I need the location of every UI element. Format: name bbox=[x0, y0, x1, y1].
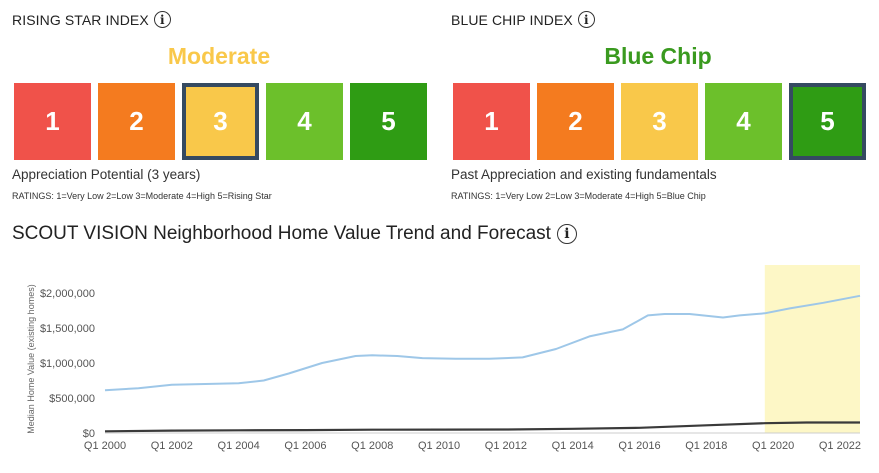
rising-star-rating-box-5[interactable]: 5 bbox=[350, 83, 427, 160]
blue-chip-ratings-legend: RATINGS: 1=Very Low 2=Low 3=Moderate 4=H… bbox=[451, 191, 706, 201]
rising-star-caption: Appreciation Potential (3 years) bbox=[12, 167, 201, 182]
x-tick-label: Q1 2020 bbox=[752, 440, 794, 452]
rising-star-ratings-legend: RATINGS: 1=Very Low 2=Low 3=Moderate 4=H… bbox=[12, 191, 272, 201]
blue-chip-title: BLUE CHIP INDEX i bbox=[451, 11, 595, 28]
rising-star-rating-box-3[interactable]: 3 bbox=[182, 83, 259, 160]
x-tick-label: Q1 2000 bbox=[84, 440, 126, 452]
trend-title-text: SCOUT VISION Neighborhood Home Value Tre… bbox=[12, 223, 551, 244]
blue-chip-title-text: BLUE CHIP INDEX bbox=[451, 11, 573, 28]
secondary-line bbox=[104, 421, 860, 433]
info-icon[interactable]: i bbox=[153, 11, 171, 28]
rising-star-title-text: RISING STAR INDEX bbox=[12, 11, 149, 28]
info-icon[interactable]: i bbox=[556, 224, 577, 244]
y-tick-label: $0 bbox=[83, 428, 95, 440]
blue-chip-caption: Past Appreciation and existing fundament… bbox=[451, 167, 717, 182]
x-tick-label: Q1 2008 bbox=[351, 440, 393, 452]
x-tick-label: Q1 2010 bbox=[418, 440, 460, 452]
rising-star-title: RISING STAR INDEX i bbox=[12, 11, 171, 28]
x-tick-label: Q1 2022 bbox=[819, 440, 861, 452]
x-tick-label: Q1 2002 bbox=[151, 440, 193, 452]
blue-chip-rating-box-3[interactable]: 3 bbox=[621, 83, 698, 160]
x-tick-label: Q1 2018 bbox=[685, 440, 727, 452]
x-tick-label: Q1 2006 bbox=[284, 440, 326, 452]
blue-chip-rating-label: Blue Chip bbox=[604, 43, 712, 69]
y-tick-label: $500,000 bbox=[49, 393, 95, 405]
blue-chip-rating-box-2[interactable]: 2 bbox=[537, 83, 614, 160]
y-tick-label: $2,000,000 bbox=[40, 288, 95, 300]
blue-chip-rating-box-4[interactable]: 4 bbox=[705, 83, 782, 160]
y-axis-label: Median Home Value (existing homes) bbox=[26, 284, 36, 433]
x-tick-label: Q1 2016 bbox=[618, 440, 660, 452]
x-tick-label: Q1 2004 bbox=[218, 440, 260, 452]
rising-star-rating-label: Moderate bbox=[167, 43, 271, 69]
y-tick-label: $1,000,000 bbox=[40, 358, 95, 370]
rising-star-rating-box-1[interactable]: 1 bbox=[14, 83, 91, 160]
home-value-chart: $0 $500,000 $1,000,000 $1,500,000 $2,000,000… bbox=[26, 265, 861, 452]
x-tick-label: Q1 2014 bbox=[552, 440, 594, 452]
y-tick-label: $1,500,000 bbox=[40, 323, 95, 335]
forecast-region bbox=[764, 265, 860, 433]
blue-chip-rating-box-1[interactable]: 1 bbox=[453, 83, 530, 160]
rising-star-rating-box-2[interactable]: 2 bbox=[98, 83, 175, 160]
x-tick-label: Q1 2012 bbox=[485, 440, 527, 452]
rising-star-rating-box-4[interactable]: 4 bbox=[266, 83, 343, 160]
blue-chip-rating-box-5[interactable]: 5 bbox=[789, 83, 866, 160]
info-icon[interactable]: i bbox=[577, 11, 595, 28]
trend-section-title: SCOUT VISION Neighborhood Home Value Tre… bbox=[12, 223, 577, 245]
home-value-line bbox=[104, 294, 861, 392]
